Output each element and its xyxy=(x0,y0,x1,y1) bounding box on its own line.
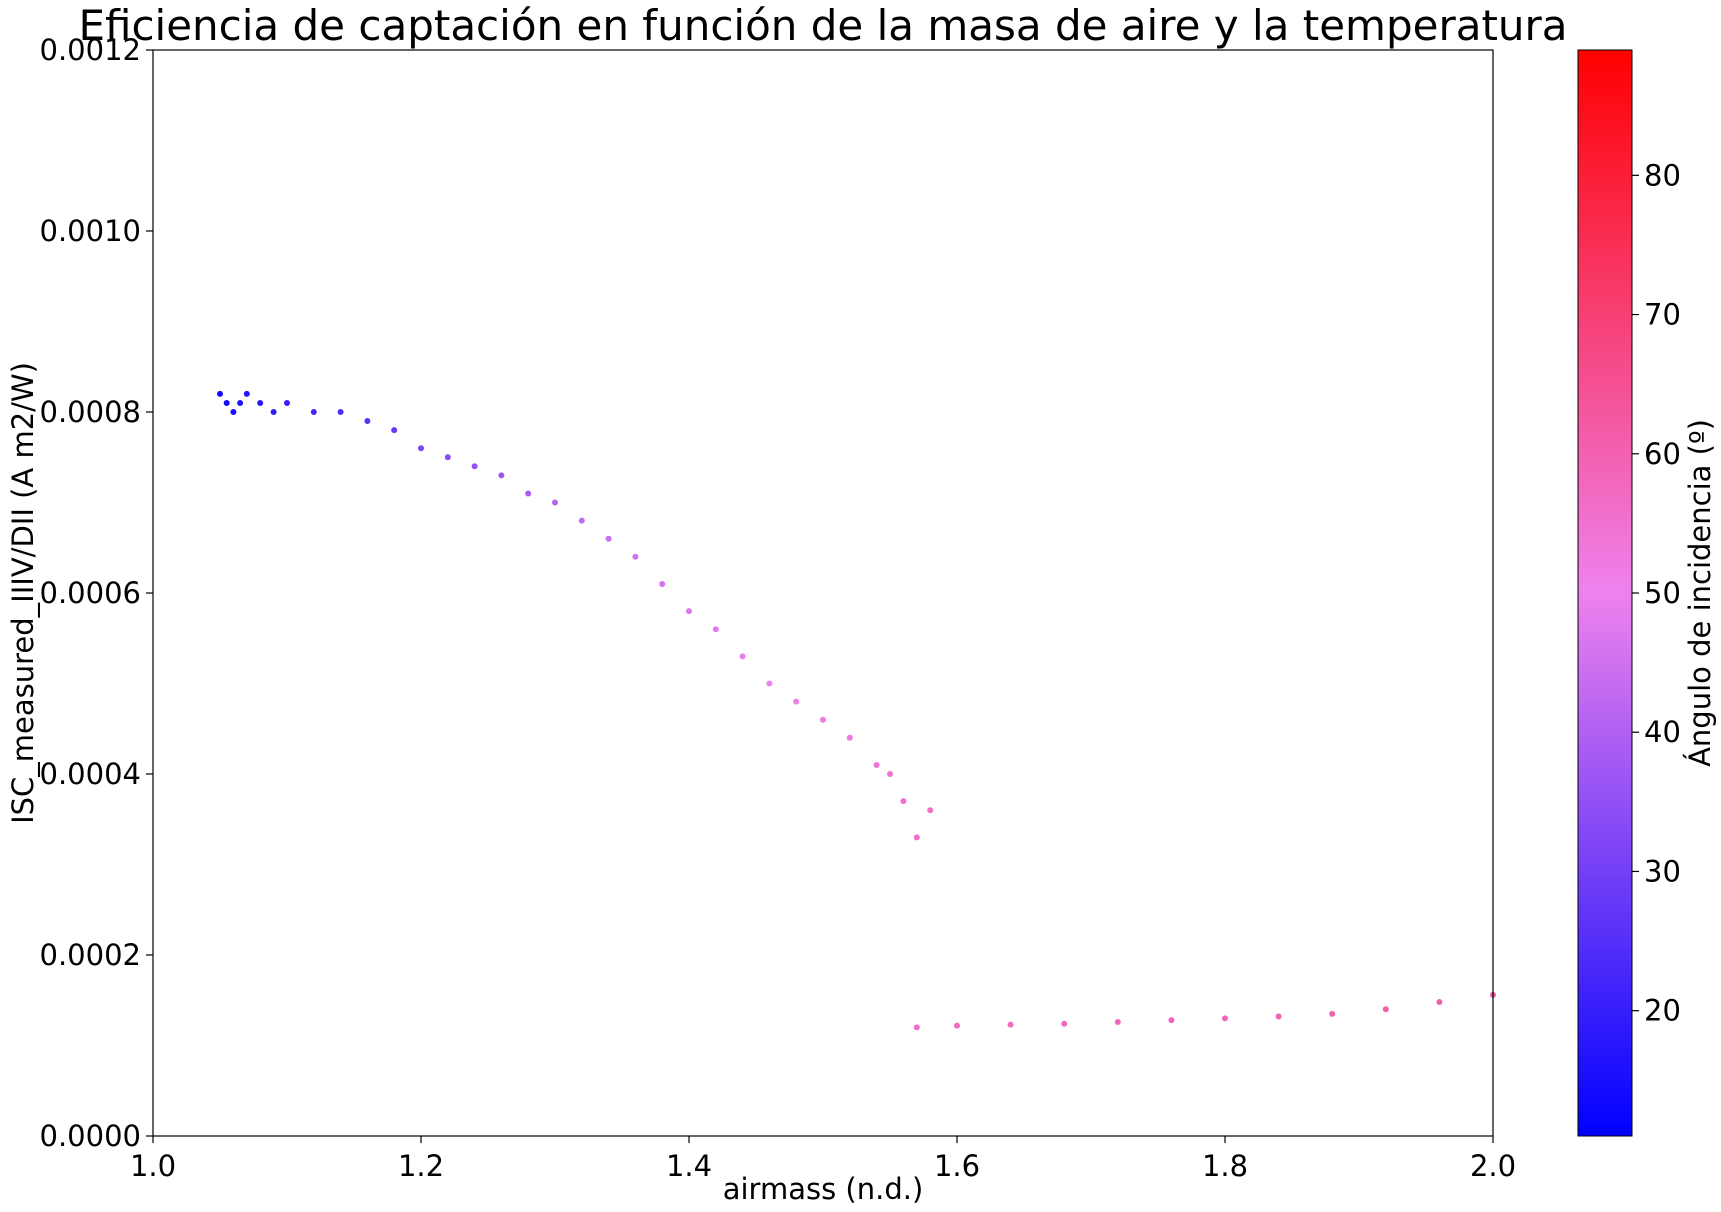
data-point xyxy=(270,409,277,415)
y-tick-label: 0.0002 xyxy=(40,938,141,972)
y-tick-label: 0.0010 xyxy=(40,214,141,248)
data-point xyxy=(913,1024,920,1031)
data-point xyxy=(237,399,244,406)
colorbar-tick-label: 30 xyxy=(1644,854,1681,888)
data-point xyxy=(217,390,223,397)
colorbar-ticks: 20 30 40 50 60 70 80 xyxy=(1632,158,1681,1028)
data-point xyxy=(605,535,612,542)
data-point xyxy=(1382,1006,1389,1013)
data-point xyxy=(223,399,230,406)
data-point xyxy=(766,680,773,687)
data-point xyxy=(1222,1015,1228,1022)
data-point xyxy=(873,761,880,768)
data-point xyxy=(820,716,826,723)
data-point xyxy=(471,463,478,470)
colorbar-label: Ángulo de incidencia (º) xyxy=(1683,419,1717,767)
x-tick-label: 1.0 xyxy=(130,1149,176,1183)
data-point xyxy=(1168,1017,1175,1024)
data-point xyxy=(1007,1021,1014,1028)
colorbar-tick-label: 60 xyxy=(1644,437,1681,471)
plot-frame xyxy=(152,49,1494,1137)
data-point xyxy=(498,472,505,479)
colorbar-tick-label: 70 xyxy=(1644,298,1681,332)
x-tick-label: 1.6 xyxy=(934,1149,980,1183)
x-axis-ticks: 1.0 1.2 1.4 1.6 1.8 2.0 xyxy=(130,1136,1516,1183)
data-point xyxy=(1436,999,1443,1006)
data-point xyxy=(552,499,558,506)
data-point xyxy=(364,418,371,425)
data-point xyxy=(1114,1018,1121,1025)
data-point xyxy=(578,517,585,524)
data-point xyxy=(739,653,746,660)
x-tick-label: 2.0 xyxy=(1470,1149,1516,1183)
colorbar-tick-label: 80 xyxy=(1644,158,1681,192)
x-axis-label: airmass (n.d.) xyxy=(723,1172,924,1206)
data-point xyxy=(793,698,800,705)
data-point xyxy=(686,608,692,615)
data-points xyxy=(217,390,1496,1031)
data-point xyxy=(913,834,920,841)
data-point xyxy=(1329,1010,1336,1017)
y-tick-label: 0.0004 xyxy=(40,757,141,791)
y-tick-label: 0.0006 xyxy=(40,576,141,610)
x-tick-label: 1.4 xyxy=(666,1149,712,1183)
data-point xyxy=(900,798,907,805)
y-tick-label: 0.0012 xyxy=(40,33,141,67)
data-point xyxy=(846,734,853,741)
chart-title: Eficiencia de captación en función de la… xyxy=(78,1,1567,50)
data-point xyxy=(1275,1013,1282,1020)
y-axis-ticks: 0.0000 0.0002 0.0004 0.0006 0.0008 0.0010 0.00… xyxy=(40,33,153,1153)
data-point xyxy=(525,490,532,497)
data-point xyxy=(391,427,398,434)
data-point xyxy=(337,409,344,415)
data-point xyxy=(887,771,893,777)
data-point xyxy=(712,626,719,633)
y-tick-label: 0.0000 xyxy=(40,1119,141,1153)
colorbar-tick-label: 50 xyxy=(1644,576,1681,610)
colorbar-tick-label: 40 xyxy=(1644,715,1681,749)
data-point xyxy=(284,399,290,406)
data-point xyxy=(310,409,317,415)
data-point xyxy=(230,409,237,415)
data-point xyxy=(444,454,451,461)
colorbar-tick-label: 20 xyxy=(1644,994,1681,1028)
data-point xyxy=(632,553,639,560)
data-point xyxy=(243,390,250,397)
data-point xyxy=(927,807,934,814)
data-point xyxy=(954,1022,960,1029)
data-point xyxy=(418,445,424,452)
x-tick-label: 1.8 xyxy=(1202,1149,1248,1183)
data-point xyxy=(1061,1020,1068,1027)
data-point xyxy=(659,580,666,587)
colorbar xyxy=(1577,49,1633,1137)
x-tick-label: 1.2 xyxy=(398,1149,444,1183)
data-point xyxy=(257,399,264,406)
y-axis-label: ISC_measured_IIIV/DII (A m2/W) xyxy=(6,362,40,824)
y-tick-label: 0.0008 xyxy=(40,395,141,429)
